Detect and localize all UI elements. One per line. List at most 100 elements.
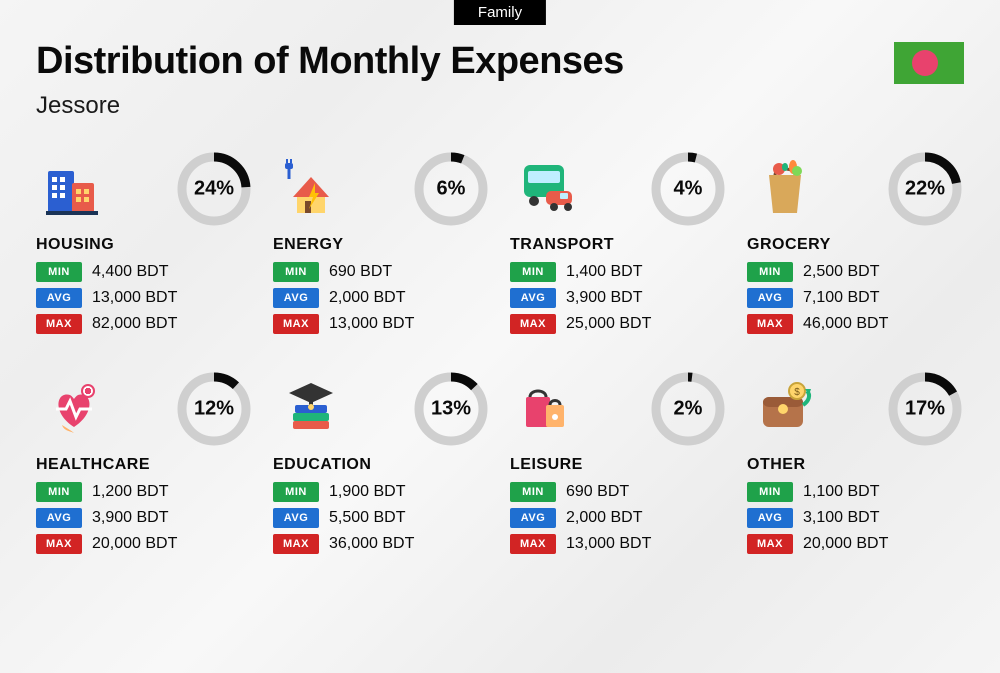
badge-avg: AVG [747,288,793,308]
stat-val-max: 82,000 BDT [92,315,177,333]
stat-val-avg: 5,500 BDT [329,509,405,527]
donut-pct-label: 12% [194,398,234,421]
education-icon [273,371,349,447]
badge-avg: AVG [36,508,82,528]
stat-val-avg: 2,000 BDT [329,289,405,307]
page-title: Distribution of Monthly Expenses [36,40,624,83]
stat-row-max: MAX 82,000 BDT [36,314,253,334]
transport-icon [510,151,586,227]
stat-val-max: 13,000 BDT [566,535,651,553]
badge-min: MIN [273,262,319,282]
stat-val-min: 4,400 BDT [92,263,168,281]
stat-row-min: MIN 1,100 BDT [747,482,964,502]
stat-row-max: MAX 13,000 BDT [273,314,490,334]
donut-chart-other: 17% [886,370,964,448]
badge-max: MAX [510,314,556,334]
stat-row-max: MAX 20,000 BDT [747,534,964,554]
donut-pct-label: 24% [194,178,234,201]
donut-pct-label: 17% [905,398,945,421]
expense-grid: 24% HOUSING MIN 4,400 BDT AVG 13,000 BDT… [36,150,964,560]
other-icon: $ [747,371,823,447]
category-name: HEALTHCARE [36,456,253,474]
stat-val-max: 36,000 BDT [329,535,414,553]
category-name: TRANSPORT [510,236,727,254]
expense-card-education: 13% EDUCATION MIN 1,900 BDT AVG 5,500 BD… [273,370,490,560]
badge-max: MAX [510,534,556,554]
stat-val-min: 2,500 BDT [803,263,879,281]
expense-card-housing: 24% HOUSING MIN 4,400 BDT AVG 13,000 BDT… [36,150,253,340]
stat-val-max: 20,000 BDT [803,535,888,553]
expense-card-transport: 4% TRANSPORT MIN 1,400 BDT AVG 3,900 BDT… [510,150,727,340]
donut-chart-education: 13% [412,370,490,448]
country-flag [894,42,964,84]
stat-row-max: MAX 13,000 BDT [510,534,727,554]
expense-card-grocery: 22% GROCERY MIN 2,500 BDT AVG 7,100 BDT … [747,150,964,340]
badge-max: MAX [36,314,82,334]
stat-row-min: MIN 1,400 BDT [510,262,727,282]
stat-row-max: MAX 20,000 BDT [36,534,253,554]
stat-row-avg: AVG 3,900 BDT [510,288,727,308]
stat-row-min: MIN 690 BDT [273,262,490,282]
expense-card-other: $ 17% OTHER MIN 1,100 BDT AVG 3,100 BDT … [747,370,964,560]
badge-avg: AVG [273,508,319,528]
badge-avg: AVG [510,288,556,308]
category-name: OTHER [747,456,964,474]
donut-chart-leisure: 2% [649,370,727,448]
donut-pct-label: 4% [674,178,703,201]
stat-row-min: MIN 1,900 BDT [273,482,490,502]
stat-row-max: MAX 36,000 BDT [273,534,490,554]
badge-min: MIN [273,482,319,502]
badge-max: MAX [36,534,82,554]
stat-row-max: MAX 46,000 BDT [747,314,964,334]
category-tag: Family [454,0,546,25]
stat-val-min: 1,100 BDT [803,483,879,501]
badge-min: MIN [747,482,793,502]
badge-min: MIN [510,482,556,502]
stat-val-max: 13,000 BDT [329,315,414,333]
badge-min: MIN [36,482,82,502]
donut-chart-transport: 4% [649,150,727,228]
stat-row-min: MIN 1,200 BDT [36,482,253,502]
category-name: GROCERY [747,236,964,254]
expense-card-leisure: 2% LEISURE MIN 690 BDT AVG 2,000 BDT MAX… [510,370,727,560]
stat-row-avg: AVG 2,000 BDT [510,508,727,528]
badge-min: MIN [510,262,556,282]
stat-row-avg: AVG 2,000 BDT [273,288,490,308]
stat-val-avg: 3,900 BDT [566,289,642,307]
page-subtitle: Jessore [36,92,120,120]
stat-row-avg: AVG 3,100 BDT [747,508,964,528]
stat-row-avg: AVG 13,000 BDT [36,288,253,308]
stat-val-avg: 3,900 BDT [92,509,168,527]
badge-avg: AVG [510,508,556,528]
donut-chart-grocery: 22% [886,150,964,228]
energy-icon [273,151,349,227]
leisure-icon [510,371,586,447]
badge-avg: AVG [273,288,319,308]
donut-pct-label: 22% [905,178,945,201]
expense-card-energy: 6% ENERGY MIN 690 BDT AVG 2,000 BDT MAX … [273,150,490,340]
stat-val-max: 20,000 BDT [92,535,177,553]
stat-val-avg: 7,100 BDT [803,289,879,307]
stat-val-min: 690 BDT [329,263,392,281]
expense-card-healthcare: 12% HEALTHCARE MIN 1,200 BDT AVG 3,900 B… [36,370,253,560]
stat-val-max: 46,000 BDT [803,315,888,333]
stat-row-min: MIN 4,400 BDT [36,262,253,282]
stat-val-max: 25,000 BDT [566,315,651,333]
badge-min: MIN [747,262,793,282]
donut-chart-energy: 6% [412,150,490,228]
category-name: LEISURE [510,456,727,474]
stat-row-max: MAX 25,000 BDT [510,314,727,334]
badge-min: MIN [36,262,82,282]
badge-max: MAX [273,534,319,554]
badge-max: MAX [273,314,319,334]
donut-pct-label: 6% [437,178,466,201]
svg-text:$: $ [794,387,800,398]
donut-chart-healthcare: 12% [175,370,253,448]
category-name: ENERGY [273,236,490,254]
badge-avg: AVG [747,508,793,528]
stat-val-avg: 3,100 BDT [803,509,879,527]
grocery-icon [747,151,823,227]
donut-chart-housing: 24% [175,150,253,228]
badge-max: MAX [747,534,793,554]
category-name: EDUCATION [273,456,490,474]
